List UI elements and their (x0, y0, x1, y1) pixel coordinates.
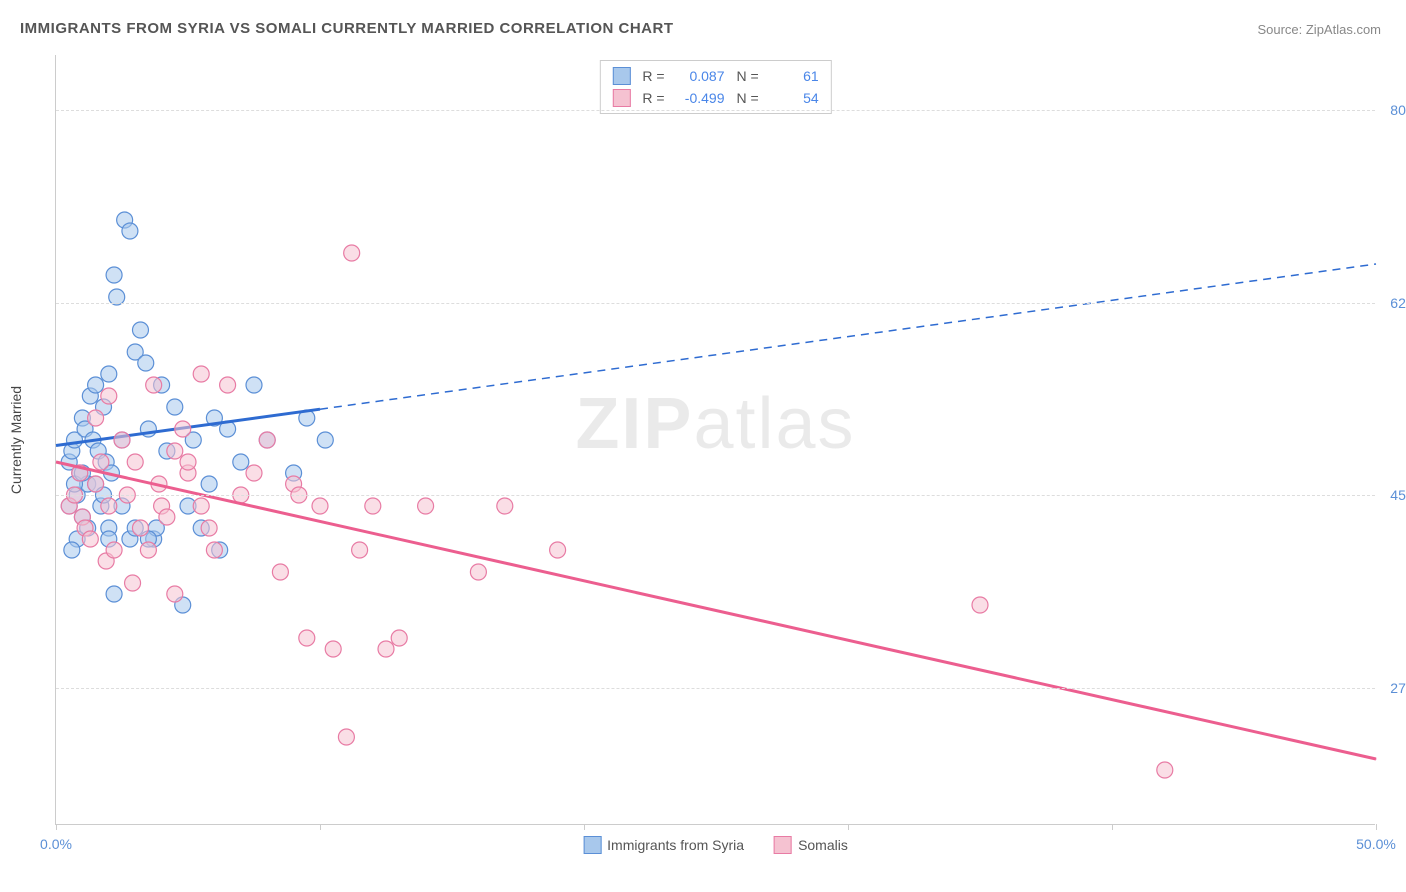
source-label: Source: ZipAtlas.com (1257, 22, 1381, 37)
regression-line-solid (56, 462, 1376, 759)
y-axis-label: Currently Married (8, 385, 24, 493)
scatter-point (101, 388, 117, 404)
scatter-point (101, 366, 117, 382)
bottom-legend: Immigrants from Syria Somalis (583, 836, 848, 854)
scatter-point (64, 542, 80, 558)
y-tick-label: 80.0% (1380, 102, 1406, 118)
scatter-point (1157, 762, 1173, 778)
chart-plot-area: Currently Married ZIPatlas R = 0.087 N =… (55, 55, 1375, 825)
scatter-point (378, 641, 394, 657)
scatter-point (193, 498, 209, 514)
regression-line-dash (320, 264, 1376, 409)
scatter-point (88, 476, 104, 492)
scatter-point (259, 432, 275, 448)
scatter-point (272, 564, 288, 580)
scatter-point (127, 454, 143, 470)
x-tick (320, 824, 321, 830)
scatter-point (497, 498, 513, 514)
gridline-h (56, 303, 1375, 304)
scatter-point (88, 377, 104, 393)
scatter-point (220, 377, 236, 393)
x-tick (848, 824, 849, 830)
scatter-point (972, 597, 988, 613)
scatter-point (175, 421, 191, 437)
bottom-swatch-0 (583, 836, 601, 854)
scatter-point (418, 498, 434, 514)
scatter-point (138, 355, 154, 371)
gridline-h (56, 495, 1375, 496)
scatter-point (246, 377, 262, 393)
scatter-point (325, 641, 341, 657)
x-tick (56, 824, 57, 830)
scatter-point (317, 432, 333, 448)
scatter-point (470, 564, 486, 580)
y-tick-label: 45.0% (1380, 487, 1406, 503)
scatter-point (201, 520, 217, 536)
scatter-point (365, 498, 381, 514)
scatter-point (159, 509, 175, 525)
scatter-point (233, 454, 249, 470)
bottom-legend-label-0: Immigrants from Syria (607, 837, 744, 853)
scatter-point (125, 575, 141, 591)
chart-title: IMMIGRANTS FROM SYRIA VS SOMALI CURRENTL… (20, 20, 674, 37)
scatter-point (82, 531, 98, 547)
scatter-point (106, 586, 122, 602)
scatter-point (391, 630, 407, 646)
scatter-point (338, 729, 354, 745)
y-tick-label: 62.5% (1380, 295, 1406, 311)
x-tick (1112, 824, 1113, 830)
scatter-svg (56, 55, 1375, 824)
scatter-point (206, 542, 222, 558)
scatter-point (246, 465, 262, 481)
scatter-point (146, 377, 162, 393)
scatter-point (106, 267, 122, 283)
bottom-swatch-1 (774, 836, 792, 854)
scatter-point (352, 542, 368, 558)
scatter-point (193, 366, 209, 382)
scatter-point (167, 399, 183, 415)
scatter-point (132, 520, 148, 536)
gridline-h (56, 110, 1375, 111)
scatter-point (344, 245, 360, 261)
scatter-point (299, 630, 315, 646)
x-tick (584, 824, 585, 830)
scatter-point (312, 498, 328, 514)
scatter-point (140, 542, 156, 558)
gridline-h (56, 688, 1375, 689)
bottom-legend-item-1: Somalis (774, 836, 848, 854)
scatter-point (132, 322, 148, 338)
x-tick-label: 50.0% (1356, 836, 1396, 852)
bottom-legend-label-1: Somalis (798, 837, 848, 853)
scatter-point (550, 542, 566, 558)
scatter-point (201, 476, 217, 492)
bottom-legend-item-0: Immigrants from Syria (583, 836, 744, 854)
scatter-point (167, 586, 183, 602)
x-tick (1376, 824, 1377, 830)
y-tick-label: 27.5% (1380, 680, 1406, 696)
scatter-point (167, 443, 183, 459)
scatter-point (122, 223, 138, 239)
scatter-point (114, 432, 130, 448)
scatter-point (93, 454, 109, 470)
scatter-point (88, 410, 104, 426)
x-tick-label: 0.0% (40, 836, 72, 852)
scatter-point (106, 542, 122, 558)
scatter-point (180, 454, 196, 470)
scatter-point (101, 498, 117, 514)
